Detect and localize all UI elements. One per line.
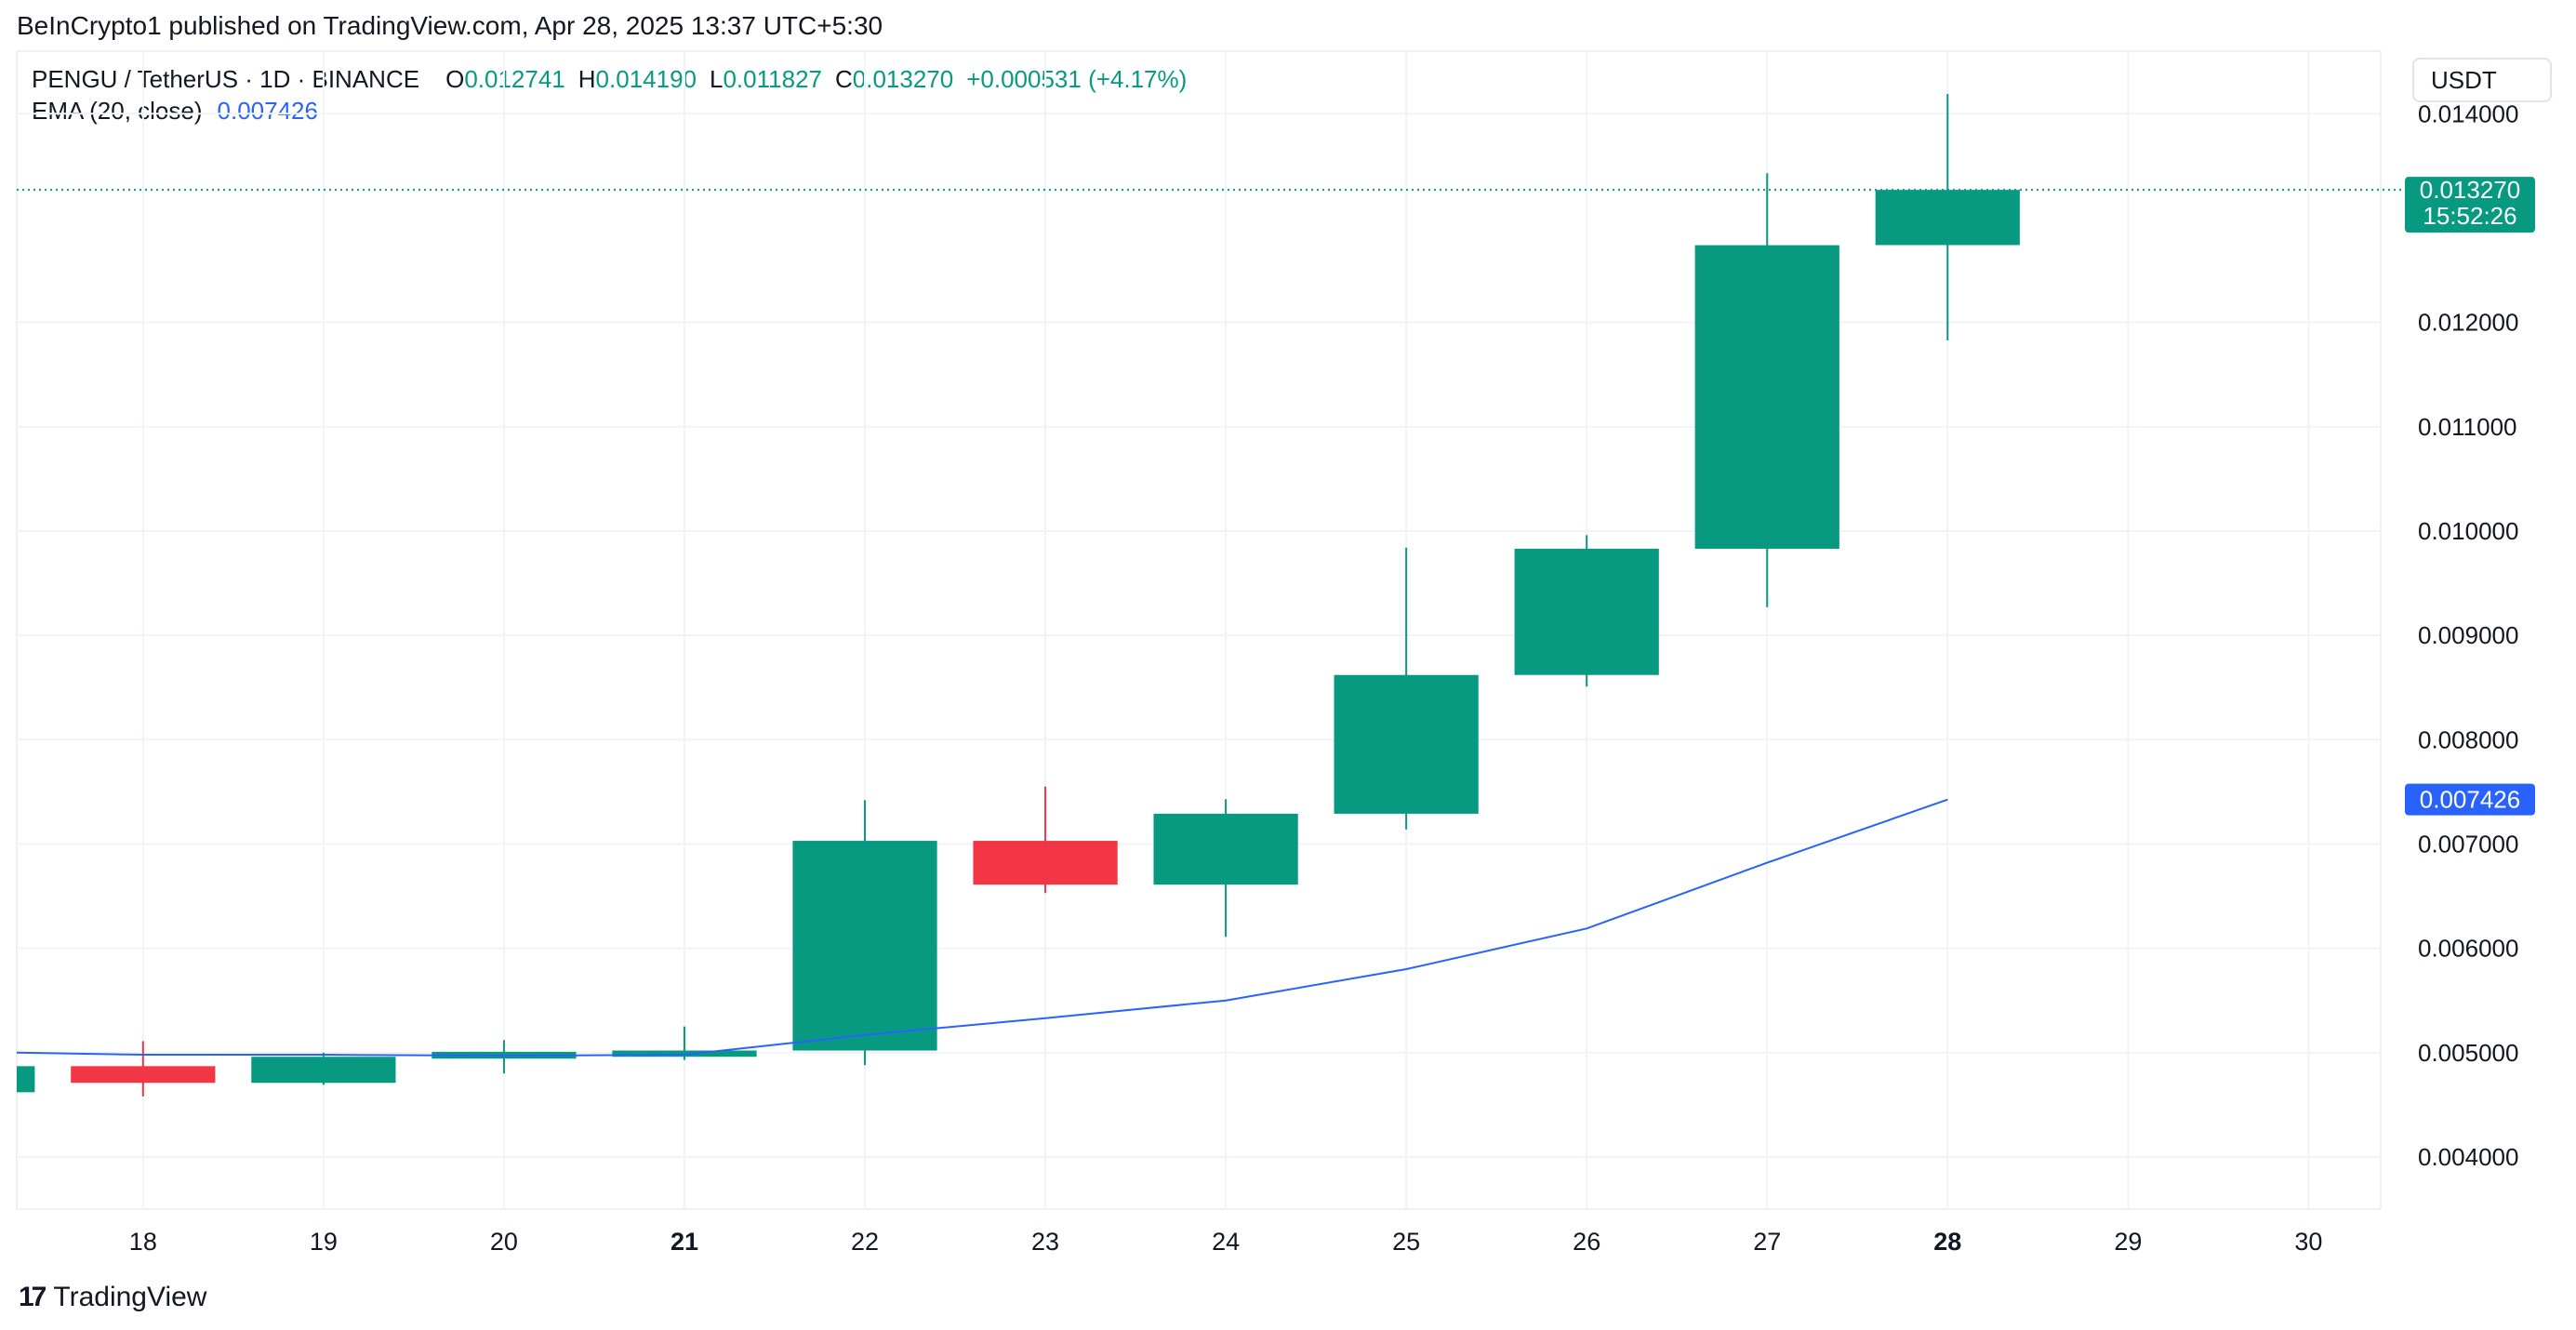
ohlc-legend-row: PENGU / TetherUS · 1D · BINANCE O 0.01274…	[32, 63, 1187, 95]
ema-price-marker	[2405, 783, 2535, 816]
high-value: 0.014190	[595, 65, 697, 93]
grid-lines	[16, 50, 2409, 1210]
y-tick-label: 0.005000	[2418, 1039, 2518, 1067]
x-tick-label: 30	[2294, 1228, 2322, 1256]
candle	[17, 1066, 35, 1093]
candle	[792, 800, 937, 1066]
change-value: +0.000531 (+4.17%)	[966, 65, 1188, 93]
candle-body	[1334, 674, 1479, 814]
candles	[17, 93, 2020, 1097]
candle-body	[1875, 190, 2020, 246]
x-tick-label: 20	[490, 1228, 518, 1256]
footer-branding: 17 TradingView	[19, 1282, 206, 1313]
x-tick-label: 28	[1933, 1228, 1961, 1256]
candle-body	[1153, 813, 1298, 885]
candle	[1875, 93, 2020, 341]
tradingview-brand: TradingView	[53, 1282, 207, 1312]
open-value: 0.012741	[464, 65, 565, 93]
x-tick-label: 23	[1031, 1228, 1059, 1256]
published-caption: BeInCrypto1 published on TradingView.com…	[17, 11, 883, 40]
tradingview-logo-icon: 17	[19, 1282, 46, 1312]
x-tick-label: 25	[1392, 1228, 1420, 1256]
candle-body	[1514, 549, 1659, 675]
y-tick-label: 0.009000	[2418, 621, 2518, 649]
y-tick-label: 0.004000	[2418, 1143, 2518, 1171]
x-tick-label: 26	[1573, 1228, 1600, 1256]
x-tick-label: 24	[1212, 1228, 1240, 1256]
candle-body	[71, 1066, 216, 1084]
x-tick-label: 27	[1753, 1228, 1781, 1256]
candle	[973, 786, 1118, 894]
ema-value: 0.007426	[217, 97, 318, 125]
x-tick-label: 18	[129, 1228, 157, 1256]
candlestick-chart[interactable]: 0.004000 0.005000 0.006000 0.007000 0.008000…	[0, 0, 2576, 1274]
candle	[1514, 535, 1659, 687]
price-axis: 0.004000 0.005000 0.006000 0.007000 0.008000…	[2418, 100, 2518, 1171]
time-axis: 18 19 20 21 22 23 24 25 26 27 28 29 30	[129, 1228, 2323, 1256]
y-tick-label: 0.008000	[2418, 725, 2518, 753]
candle-body	[612, 1050, 757, 1057]
x-tick-label: 21	[671, 1228, 698, 1256]
open-key: O	[445, 65, 465, 93]
low-key: L	[710, 65, 724, 93]
candle	[1153, 799, 1298, 938]
high-key: H	[578, 65, 596, 93]
candle-body	[973, 841, 1118, 885]
ema-price-label: 0.007426	[2420, 786, 2520, 814]
candle	[1334, 547, 1479, 830]
chart-legend: PENGU / TetherUS · 1D · BINANCE O 0.01274…	[32, 63, 1187, 126]
ema-line	[16, 798, 1948, 1057]
ema-polyline	[16, 798, 1948, 1057]
low-value: 0.011827	[723, 65, 822, 93]
close-value: 0.013270	[852, 65, 954, 93]
currency-selector[interactable]: USDT	[2412, 58, 2552, 102]
candle	[251, 1052, 396, 1085]
ema-label[interactable]: EMA (20, close)	[32, 97, 203, 125]
symbol-title[interactable]: PENGU / TetherUS · 1D · BINANCE	[32, 65, 420, 93]
candle-body	[792, 841, 937, 1051]
candle	[71, 1041, 216, 1097]
plot-frame	[16, 50, 2382, 1210]
y-tick-label: 0.007000	[2418, 830, 2518, 858]
last-price-label: 0.013270	[2420, 176, 2520, 204]
last-price-marker	[2405, 177, 2535, 233]
candle-body	[251, 1057, 396, 1084]
candle	[432, 1040, 577, 1074]
y-tick-label: 0.006000	[2418, 935, 2518, 963]
close-key: C	[834, 65, 853, 93]
y-tick-label: 0.010000	[2418, 517, 2518, 545]
x-tick-label: 19	[310, 1228, 338, 1256]
y-tick-label: 0.012000	[2418, 309, 2518, 337]
countdown-label: 15:52:26	[2423, 202, 2516, 230]
candle-body	[17, 1066, 35, 1093]
y-tick-label: 0.014000	[2418, 100, 2518, 127]
y-tick-label: 0.011000	[2418, 413, 2517, 441]
x-tick-label: 29	[2114, 1228, 2142, 1256]
candle-body	[1694, 245, 1839, 550]
candle	[1694, 173, 1839, 607]
ema-legend-row: EMA (20, close) 0.007426	[32, 95, 1187, 126]
x-tick-label: 22	[851, 1228, 879, 1256]
